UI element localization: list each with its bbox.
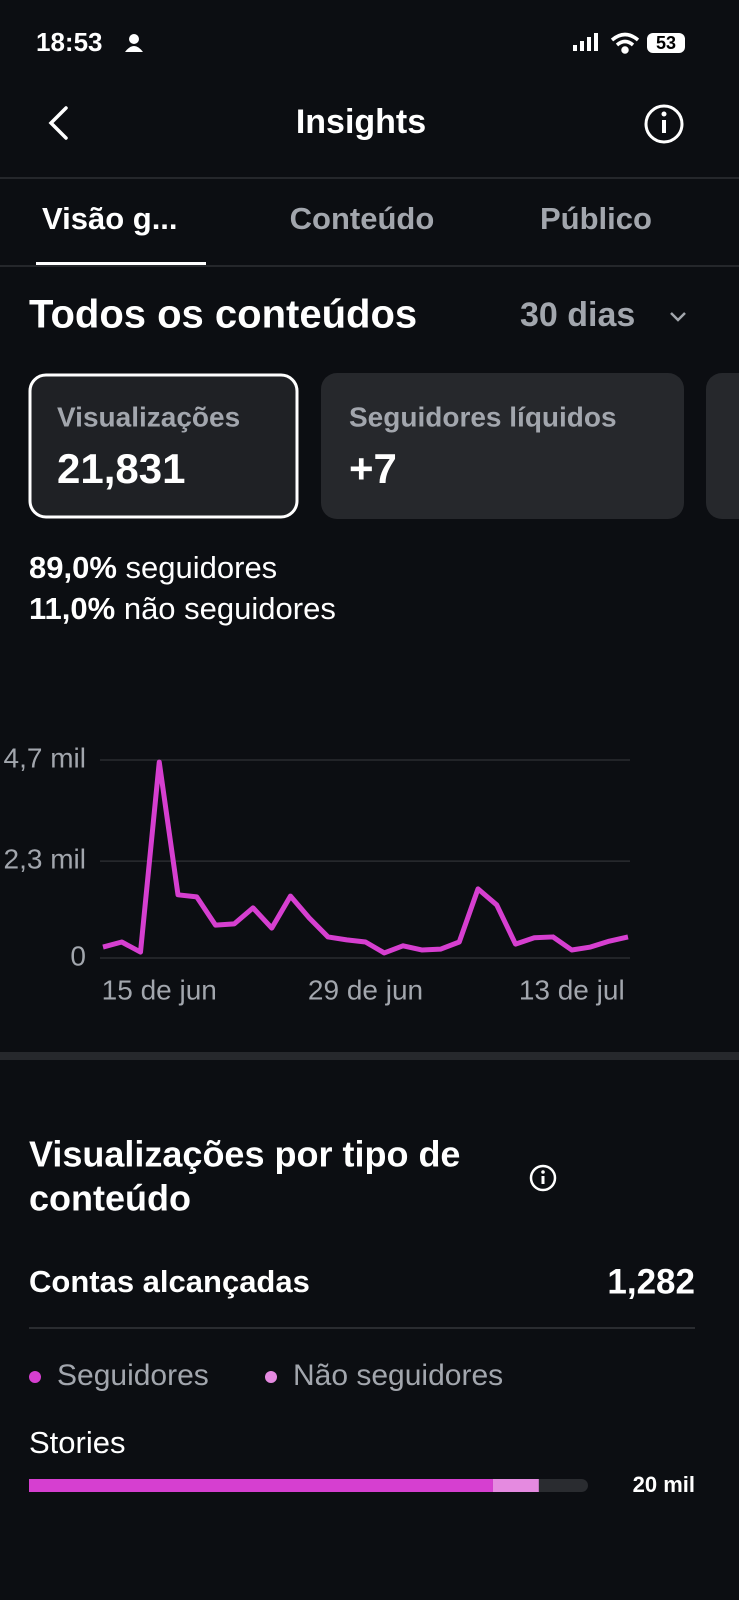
- card-label: Visualizações: [57, 401, 240, 432]
- signal-icon: [573, 33, 598, 51]
- bar-segment: [29, 1479, 493, 1492]
- line: [102, 759, 629, 956]
- legend-label: Não seguidores: [293, 1359, 503, 1392]
- card-label: Seguidores líquidos: [349, 401, 617, 432]
- bar-segment: [492, 1479, 539, 1492]
- legend-label: Seguidores: [57, 1359, 209, 1392]
- reach-label: Contas alcançadas: [29, 1264, 310, 1299]
- breakdown-line: 89,0% seguidores: [29, 550, 277, 585]
- section-divider: [0, 1052, 739, 1060]
- battery-level: 53: [656, 33, 676, 53]
- y-tick-label: 4,7 mil: [4, 742, 86, 773]
- card-value: +7: [349, 445, 397, 492]
- metric-card[interactable]: [706, 373, 739, 519]
- x-tick-label: 20 mil: [633, 1472, 695, 1497]
- x-tick-label: 29 de jun: [308, 974, 423, 1005]
- breakdown-line: 11,0% não seguidores: [29, 591, 336, 626]
- back-button[interactable]: [48, 106, 68, 140]
- person-icon: [125, 34, 143, 52]
- bar-chart: Seguidores Não seguidores Stories 20 mil: [29, 1359, 695, 1497]
- section-title: conteúdo: [29, 1178, 191, 1219]
- x-tick-label: 15 de jun: [102, 974, 217, 1005]
- legend-dot: [265, 1371, 277, 1383]
- x-tick-label: 13 de jul: [519, 974, 625, 1005]
- period-selector[interactable]: 30 dias: [520, 296, 635, 334]
- tab[interactable]: Público: [540, 201, 652, 236]
- category-label: Stories: [29, 1425, 125, 1460]
- info-button[interactable]: [644, 104, 684, 144]
- tab[interactable]: Visão g...: [42, 201, 178, 236]
- metric-card[interactable]: [321, 373, 684, 519]
- y-tick-label: 2,3 mil: [4, 843, 86, 874]
- tab[interactable]: Conteúdo: [290, 201, 435, 236]
- legend-dot: [29, 1371, 41, 1383]
- clock: 18:53: [36, 27, 103, 57]
- y-tick-label: 0: [70, 940, 86, 971]
- reach-value: 1,282: [607, 1262, 695, 1301]
- dropdown-icon: [670, 312, 686, 322]
- section-title: Todos os conteúdos: [29, 293, 417, 337]
- section-title: Visualizações por tipo de: [29, 1134, 460, 1175]
- page-title: Insights: [296, 103, 426, 141]
- line-chart: 0 2,3 mil 4,7 mil 15 de jun 29 de jun 13 de j…: [4, 742, 630, 1005]
- tab-indicator: [36, 262, 206, 266]
- battery: [647, 33, 685, 53]
- info-button[interactable]: [529, 1164, 557, 1192]
- wifi-icon: [610, 32, 640, 54]
- card-value: 21,831: [57, 445, 185, 492]
- metric-card[interactable]: [28, 373, 299, 519]
